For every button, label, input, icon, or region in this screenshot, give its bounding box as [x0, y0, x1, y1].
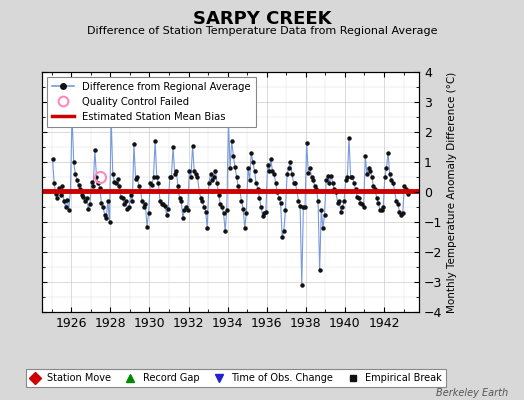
- Legend: Station Move, Record Gap, Time of Obs. Change, Empirical Break: Station Move, Record Gap, Time of Obs. C…: [26, 369, 446, 387]
- Text: SARPY CREEK: SARPY CREEK: [193, 10, 331, 28]
- Legend: Difference from Regional Average, Quality Control Failed, Estimated Station Mean: Difference from Regional Average, Qualit…: [47, 77, 256, 127]
- Y-axis label: Monthly Temperature Anomaly Difference (°C): Monthly Temperature Anomaly Difference (…: [446, 71, 456, 313]
- Text: Difference of Station Temperature Data from Regional Average: Difference of Station Temperature Data f…: [87, 26, 437, 36]
- Text: Berkeley Earth: Berkeley Earth: [436, 388, 508, 398]
